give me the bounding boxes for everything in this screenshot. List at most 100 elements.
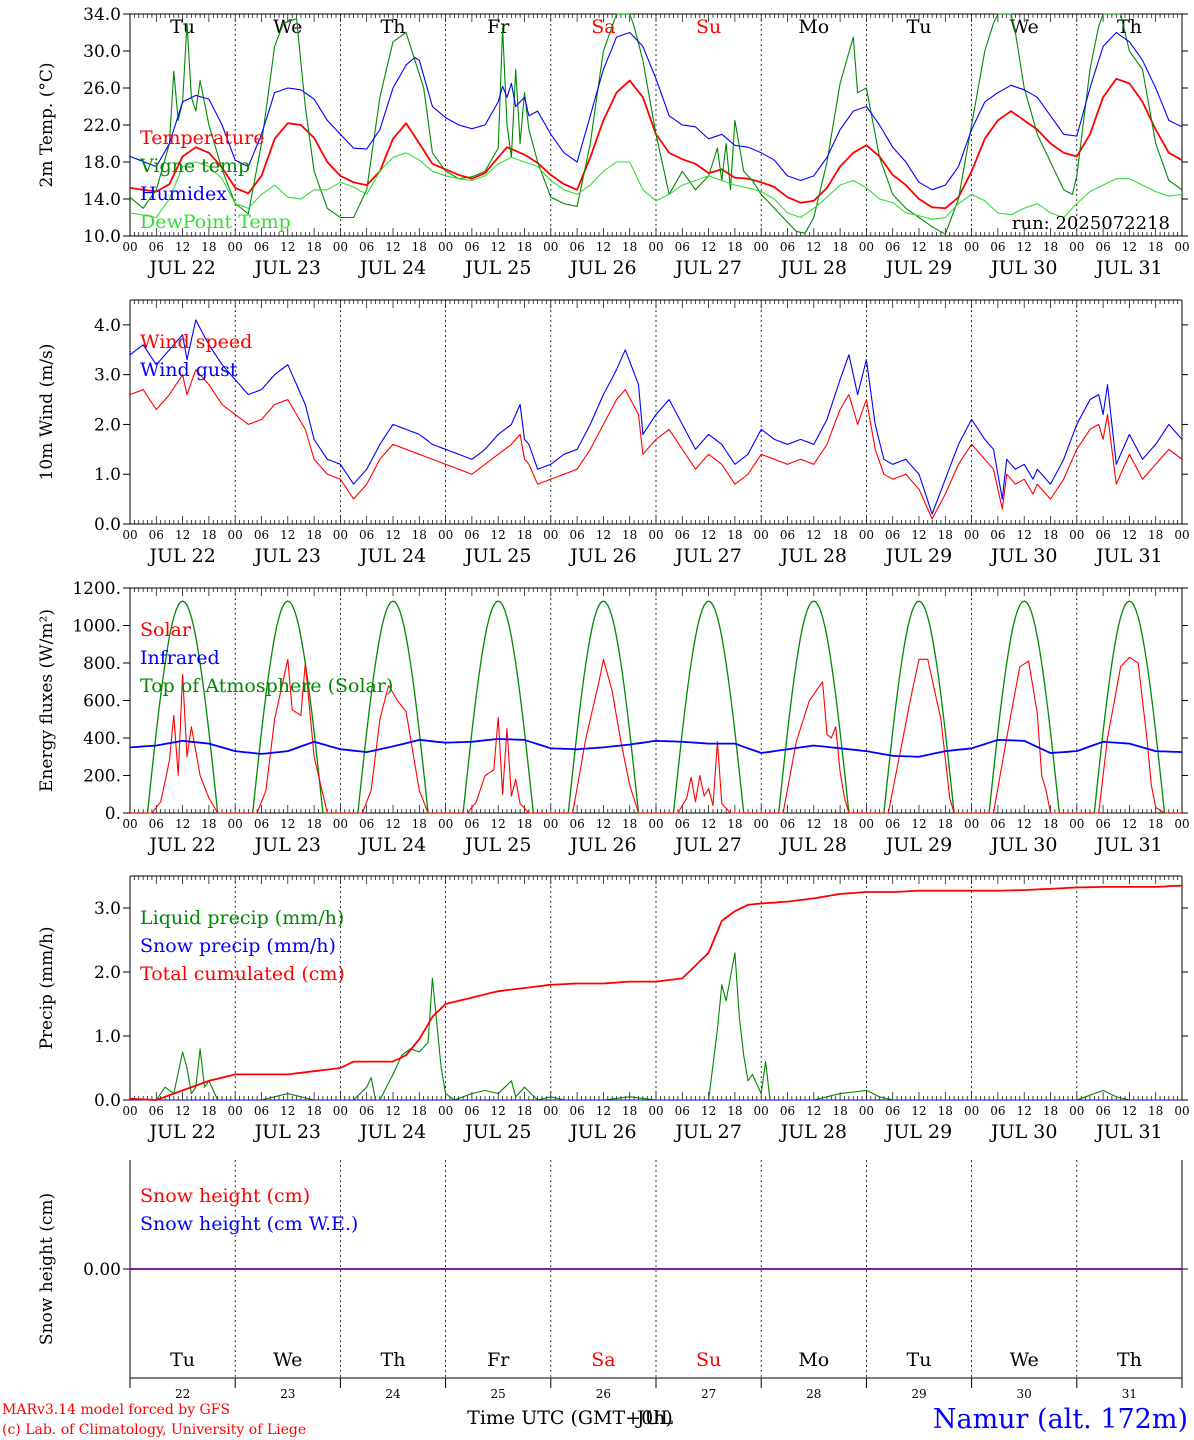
date-label: JUL 24 <box>358 545 426 567</box>
day-name: Sa <box>591 1349 615 1371</box>
hour-label: 18 <box>1148 240 1163 254</box>
date-label: JUL 22 <box>147 545 215 567</box>
hour-label: 18 <box>201 1104 216 1118</box>
hour-label: 12 <box>1017 240 1032 254</box>
hour-label: 00 <box>1174 1104 1189 1118</box>
hour-label: 06 <box>780 817 795 831</box>
run-label: run: 2025072218 <box>1012 213 1170 234</box>
hour-label: 18 <box>412 817 427 831</box>
hour-label: 00 <box>648 240 663 254</box>
hour-label: 18 <box>938 817 953 831</box>
hour-label: 06 <box>1095 528 1110 542</box>
hour-label: 12 <box>911 817 926 831</box>
hour-label: 12 <box>1122 1104 1137 1118</box>
date-label: JUL 25 <box>463 834 531 856</box>
hour-label: 12 <box>1017 528 1032 542</box>
y-tick-label: 14.0 <box>83 190 121 210</box>
hour-label: 12 <box>491 240 506 254</box>
y-tick-label: 10.0 <box>83 227 121 247</box>
day-number: 26 <box>596 1387 611 1401</box>
hour-label: 00 <box>122 240 137 254</box>
hour-label: 06 <box>569 240 584 254</box>
y-tick-label: 0.0 <box>94 515 121 535</box>
hour-label: 18 <box>832 528 847 542</box>
hour-label: 12 <box>385 1104 400 1118</box>
hour-label: 00 <box>754 240 769 254</box>
credit-model: MARv3.14 model forced by GFS <box>2 1402 230 1418</box>
series-line-dewpoint-temp <box>130 152 1182 220</box>
date-label: JUL 22 <box>147 834 215 856</box>
legend-entry: Solar <box>140 619 192 641</box>
legend-entry: Vigne temp <box>139 155 250 177</box>
hour-label: 12 <box>911 1104 926 1118</box>
hour-label: 06 <box>359 1104 374 1118</box>
date-label: JUL 31 <box>1094 834 1162 856</box>
hour-label: 00 <box>964 817 979 831</box>
hour-label: 18 <box>201 817 216 831</box>
hour-label: 12 <box>701 817 716 831</box>
hour-label: 12 <box>806 1104 821 1118</box>
hour-label: 18 <box>412 528 427 542</box>
date-label: JUL 23 <box>253 834 321 856</box>
hour-label: 18 <box>622 1104 637 1118</box>
hour-label: 00 <box>1174 817 1189 831</box>
hour-label: 18 <box>832 240 847 254</box>
legend-entry: Snow height (cm W.E.) <box>140 1213 358 1235</box>
hour-label: 00 <box>438 240 453 254</box>
hour-label: 18 <box>938 240 953 254</box>
date-label: JUL 27 <box>673 834 741 856</box>
hour-label: 00 <box>228 1104 243 1118</box>
hour-label: 00 <box>543 528 558 542</box>
y-tick-label: 600. <box>83 692 121 712</box>
date-label: JUL 26 <box>568 257 636 279</box>
hour-label: 18 <box>1043 1104 1058 1118</box>
date-label: JUL 27 <box>673 257 741 279</box>
hour-label: 06 <box>254 240 269 254</box>
hour-label: 12 <box>491 528 506 542</box>
hour-label: 12 <box>1017 1104 1032 1118</box>
day-name: Mo <box>798 1349 829 1371</box>
hour-label: 18 <box>1043 528 1058 542</box>
day-number: 31 <box>1122 1387 1137 1401</box>
hour-label: 18 <box>622 240 637 254</box>
hour-label: 12 <box>491 1104 506 1118</box>
date-label: JUL 26 <box>568 545 636 567</box>
y-tick-label: 2.0 <box>94 415 121 435</box>
hour-label: 06 <box>990 240 1005 254</box>
panel-precip: 00 06 12 18 00 06 12 18 00 06 12 18 00 06 12 18 00 06 12 18… <box>37 875 1190 1143</box>
hour-label: 12 <box>911 240 926 254</box>
hour-label: 18 <box>1148 528 1163 542</box>
hour-label: 06 <box>885 240 900 254</box>
hour-label: 12 <box>175 528 190 542</box>
legend-entry: Humidex <box>140 183 227 205</box>
y-tick-label: 30.0 <box>83 42 121 62</box>
y-tick-label: 3.0 <box>94 899 121 919</box>
hour-label: 18 <box>622 817 637 831</box>
date-label: JUL 23 <box>253 257 321 279</box>
series-line-wind-speed <box>130 369 1182 520</box>
series-line-wind-gust <box>130 319 1182 515</box>
series-line-infrared <box>130 738 1182 758</box>
hour-label: 00 <box>333 528 348 542</box>
hour-label: 12 <box>280 528 295 542</box>
hour-label: 06 <box>885 817 900 831</box>
day-name: Th <box>1117 1349 1142 1371</box>
legend-entry: Infrared <box>140 647 220 669</box>
date-label: JUL 29 <box>884 1121 952 1143</box>
hour-label: 00 <box>754 817 769 831</box>
date-label: JUL 28 <box>779 545 847 567</box>
hour-label: 18 <box>306 817 321 831</box>
hour-label: 06 <box>990 1104 1005 1118</box>
hour-label: 12 <box>1017 817 1032 831</box>
hour-label: 06 <box>675 1104 690 1118</box>
hour-label: 00 <box>859 528 874 542</box>
hour-label: 12 <box>596 528 611 542</box>
series-line-total-cumulated-cm <box>130 884 1182 1101</box>
hour-label: 06 <box>464 1104 479 1118</box>
hour-label: 12 <box>1122 528 1137 542</box>
date-label: JUL 29 <box>884 545 952 567</box>
date-label: JUL 28 <box>779 834 847 856</box>
hour-label: 00 <box>1069 1104 1084 1118</box>
legend-entry: Liquid precip (mm/h) <box>140 907 344 929</box>
date-label: JUL 26 <box>568 1121 636 1143</box>
